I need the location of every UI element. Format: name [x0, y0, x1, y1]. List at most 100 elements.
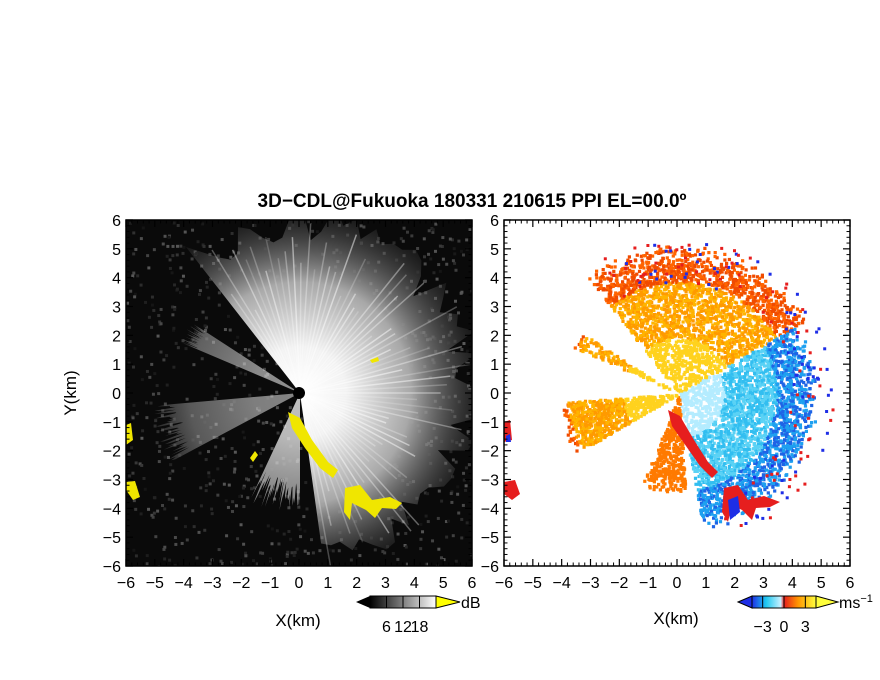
velocity-cell: [694, 326, 699, 330]
velocity-cell: [660, 337, 664, 341]
velocity-cell: [686, 337, 690, 341]
velocity-cell: [710, 283, 714, 287]
velocity-cell: [693, 365, 697, 369]
velocity-cell: [720, 309, 724, 313]
velocity-cell: [690, 289, 694, 293]
velocity-cell: [646, 344, 650, 348]
velocity-cell: [653, 296, 657, 300]
velocity-cell: [702, 486, 706, 490]
velocity-cell: [801, 317, 806, 321]
velocity-cell: [701, 309, 706, 313]
velocity-cell: [724, 282, 728, 286]
velocity-cell: [688, 365, 692, 369]
velocity-cell: [601, 268, 605, 272]
velocity-cell: [687, 348, 691, 352]
velocity-cell: [669, 333, 673, 337]
velocity-cell: [727, 305, 731, 309]
velocity-cell: [621, 287, 625, 291]
velocity-cell: [801, 397, 805, 401]
velocity-cell: [750, 292, 754, 296]
velocity-cell: [759, 305, 763, 309]
velocity-cell: [649, 316, 653, 320]
velocity-cell: [742, 287, 746, 291]
speckle: [402, 226, 406, 230]
velocity-cell: [774, 359, 778, 363]
velocity-cell: [673, 379, 677, 383]
speckle: [192, 363, 196, 367]
velocity-cell: [776, 295, 781, 300]
velocity-cell: [785, 345, 789, 349]
velocity-cell: [724, 271, 728, 275]
speckle: [204, 280, 208, 284]
velocity-cell: [683, 248, 687, 253]
echo-ray: [299, 269, 316, 394]
velocity-cell: [708, 396, 712, 400]
velocity-cell: [715, 411, 719, 415]
speckle: [214, 372, 218, 376]
echo-ray: [299, 392, 332, 566]
velocity-cell: [641, 330, 645, 334]
speckle: [454, 268, 458, 272]
speckle: [276, 431, 280, 435]
speckle: [205, 285, 209, 289]
speckle: [405, 562, 409, 566]
velocity-cell: [661, 370, 665, 375]
speckle: [157, 392, 161, 396]
speckle: [128, 474, 132, 478]
speckle: [163, 455, 167, 459]
velocity-cell: [692, 344, 696, 348]
velocity-cell: [659, 298, 663, 302]
velocity-cell: [630, 320, 634, 324]
velocity-cell: [671, 332, 675, 336]
velocity-cell: [666, 352, 670, 356]
speckle: [285, 414, 289, 418]
speckle: [349, 558, 353, 562]
velocity-cell: [595, 276, 599, 280]
speckle: [462, 342, 466, 346]
echo-ray: [299, 392, 383, 446]
velocity-cell: [772, 305, 776, 309]
velocity-cell: [684, 260, 688, 264]
velocity-cell: [688, 380, 692, 384]
velocity-cell: [618, 307, 622, 311]
echo-ray: [277, 258, 301, 394]
echo-sector-west-upper: [180, 324, 300, 393]
velocity-cell: [627, 293, 631, 297]
velocity-cell: [715, 256, 719, 260]
velocity-cell: [720, 284, 725, 288]
velocity-cell: [661, 268, 665, 272]
x-tick-label: −3: [203, 575, 221, 592]
velocity-cell: [654, 322, 658, 326]
velocity-cell: [725, 358, 729, 362]
velocity-cell: [647, 261, 651, 265]
velocity-cell: [697, 312, 701, 317]
velocity-cell: [630, 299, 634, 303]
velocity-cell: [646, 295, 650, 299]
speckle: [456, 492, 460, 496]
velocity-cell: [684, 340, 688, 344]
velocity-cell: [671, 260, 676, 264]
speckle: [235, 365, 239, 369]
speckle: [152, 511, 156, 515]
velocity-cell: [669, 282, 673, 286]
velocity-cell: [743, 390, 747, 394]
velocity-cell: [657, 329, 661, 333]
speckle: [451, 475, 455, 479]
speckle: [445, 535, 449, 539]
speckle: [203, 528, 207, 532]
velocity-cell: [733, 305, 737, 309]
velocity-cell: [599, 286, 603, 290]
velocity-cell: [759, 440, 763, 444]
velocity-cell: [684, 387, 689, 391]
velocity-cell: [687, 266, 691, 271]
speckle: [260, 353, 264, 357]
velocity-cell: [631, 265, 635, 269]
velocity-cell: [640, 339, 644, 343]
velocity-cell: [672, 315, 676, 319]
speckle: [233, 376, 237, 380]
speckle: [299, 417, 303, 421]
speckle: [150, 295, 154, 299]
echo-ray: [249, 246, 301, 394]
speckle: [404, 531, 408, 535]
velocity-cell: [680, 266, 684, 270]
